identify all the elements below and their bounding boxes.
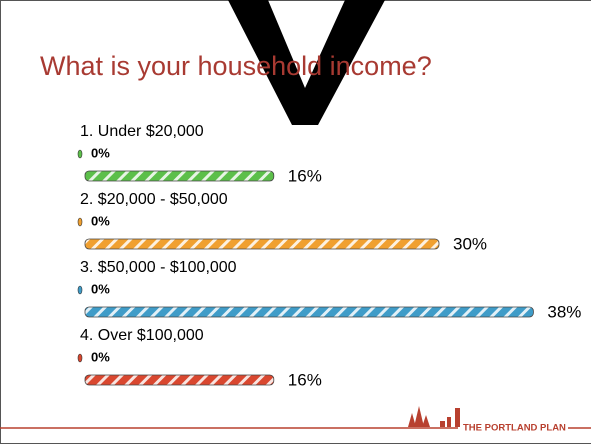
- logo-text: THE PORTLAND PLAN: [463, 423, 566, 434]
- option-label: 3. $50,000 - $100,000: [80, 259, 237, 276]
- bar: [84, 238, 440, 250]
- option-label: 2. $20,000 - $50,000: [80, 191, 228, 208]
- zero-label: 0%: [91, 281, 110, 296]
- zero-mark: [77, 285, 83, 295]
- bar: [84, 170, 275, 182]
- zero-mark: [77, 149, 83, 159]
- zero-label: 0%: [91, 213, 110, 228]
- option-label: 4. Over $100,000: [80, 327, 204, 344]
- bar: [84, 374, 275, 386]
- bar: [84, 306, 534, 318]
- pen-mark: [228, 0, 385, 125]
- logo-bg: [458, 421, 568, 435]
- zero-mark: [77, 217, 83, 227]
- zero-label: 0%: [91, 349, 110, 364]
- zero-label: 0%: [91, 145, 110, 160]
- value-label: 16%: [288, 370, 322, 389]
- option-label: 1. Under $20,000: [80, 123, 204, 140]
- zero-mark: [77, 353, 83, 363]
- logo-skyline: [408, 406, 460, 427]
- value-label: 16%: [288, 166, 322, 185]
- value-label: 38%: [547, 302, 581, 321]
- slide-title: What is your household income?: [40, 51, 432, 81]
- value-label: 30%: [453, 234, 487, 253]
